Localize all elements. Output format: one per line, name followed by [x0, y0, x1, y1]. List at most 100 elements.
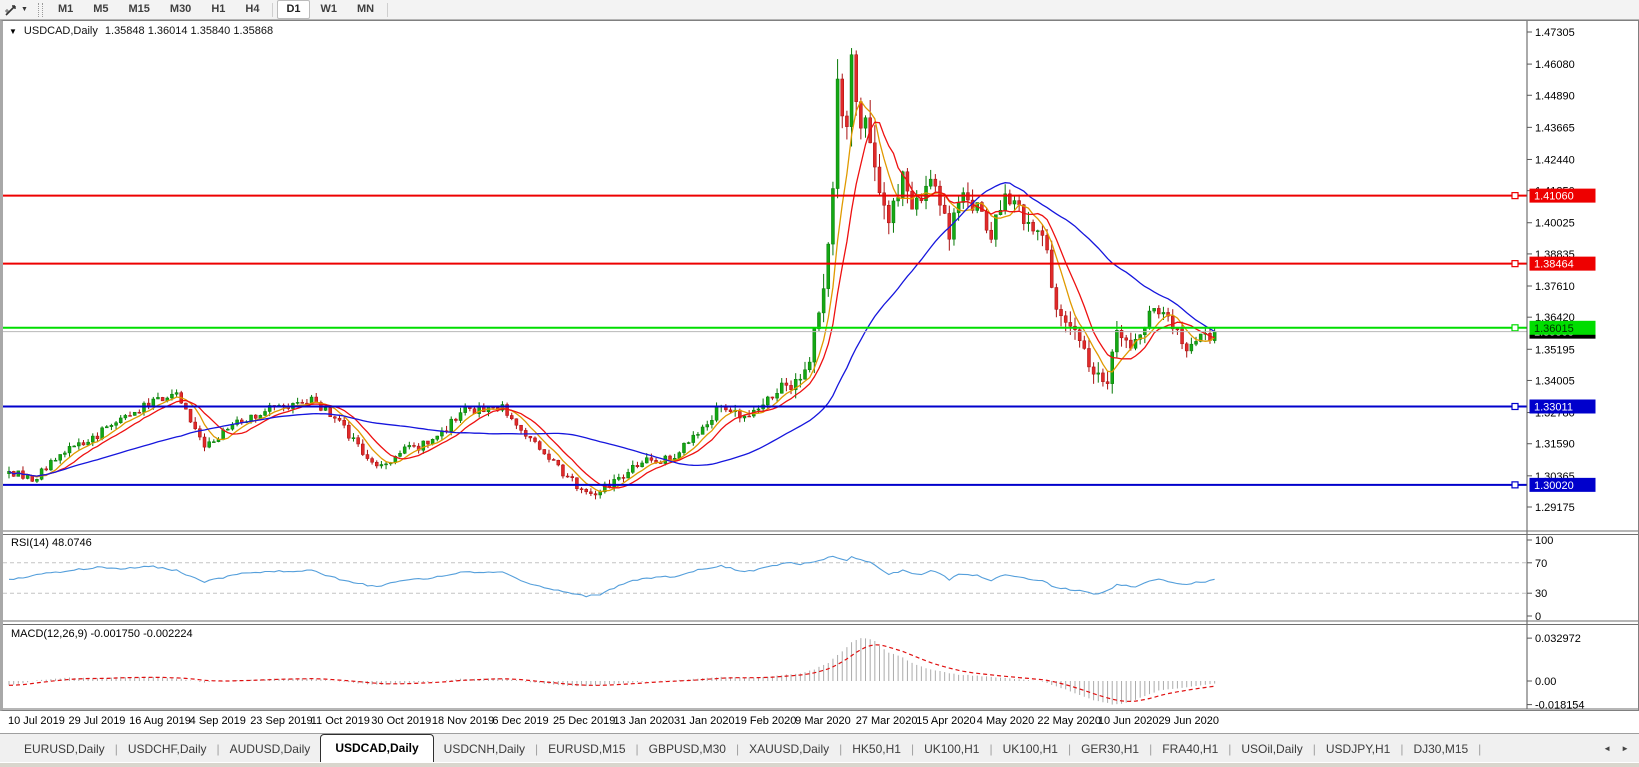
macd-indicator-label: MACD(12,26,9) -0.001750 -0.002224: [11, 628, 193, 640]
rsi-plot: 100 70 30 0: [3, 535, 1553, 623]
tab-separator: |: [735, 742, 740, 756]
macd-plot: [8, 638, 1216, 705]
chart-tab-eurusd-m15[interactable]: EURUSD,M15: [548, 742, 626, 756]
status-bar: [0, 762, 1639, 767]
toolbar-drag-handle[interactable]: [37, 2, 43, 17]
date-label: 22 May 2020: [1037, 715, 1101, 727]
timeframe-buttons: M1 M5 M15 M30 H1 H4 D1 W1 MN: [48, 0, 391, 19]
tab-separator: |: [1312, 742, 1316, 756]
chart-tab-usdjpy-h1[interactable]: USDJPY,H1: [1325, 742, 1391, 756]
macd-axis: 0.032972 0.00 -0.018154: [1527, 633, 1585, 710]
chart-tab-usdcnh-daily[interactable]: USDCNH,Daily: [443, 742, 526, 756]
rsi-value: 48.0746: [51, 537, 92, 549]
timeframe-button-m15[interactable]: M15: [128, 3, 150, 15]
date-label: 15 Apr 2020: [916, 715, 976, 727]
svg-text:1.41060: 1.41060: [1534, 191, 1574, 203]
tab-separator: |: [635, 742, 639, 756]
rsi-name: RSI(14): [11, 537, 49, 549]
svg-text:1.36015: 1.36015: [1534, 323, 1574, 335]
timeframe-button-mn[interactable]: MN: [357, 3, 375, 15]
window-menu-icon[interactable]: ▼: [9, 26, 17, 36]
date-label: 27 Mar 2020: [855, 715, 918, 727]
date-label: 10 Jul 2019: [8, 715, 65, 727]
chart-tab-usdchf-daily[interactable]: USDCHF,Daily: [127, 742, 207, 756]
chart-tab-dj30-m15[interactable]: DJ30,M15: [1413, 742, 1469, 756]
tab-separator: |: [1478, 742, 1482, 756]
tab-separator: |: [1067, 742, 1072, 756]
chart-tabs: EURUSD,Daily | USDCHF,Daily | AUDUSD,Daily US…: [0, 734, 1593, 762]
svg-text:1.42440: 1.42440: [1535, 154, 1575, 166]
timeframe-button-w1[interactable]: W1: [320, 3, 338, 15]
tab-separator: |: [216, 742, 220, 756]
timeframe-button-m1[interactable]: M1: [57, 3, 74, 15]
chart-tab-uk100-h1[interactable]: UK100,H1: [1002, 742, 1058, 756]
tab-separator: |: [535, 742, 539, 756]
date-label: 9 Mar 2020: [795, 715, 851, 727]
tab-scroll-arrows: ◄ ►: [1593, 734, 1639, 762]
chart-tab-hk50-h1[interactable]: HK50,H1: [852, 742, 901, 756]
chart-tab-usdcad-daily[interactable]: USDCAD,Daily: [320, 734, 434, 762]
timeframe-button-h4[interactable]: H4: [245, 3, 260, 15]
date-label: 10 Jun 2020: [1097, 715, 1159, 727]
toolbar-separator: [272, 2, 274, 17]
chart-tab-ger30-h1[interactable]: GER30,H1: [1081, 742, 1140, 756]
chart-symbol-label: USDCAD,Daily: [23, 25, 98, 37]
svg-text:1.37610: 1.37610: [1535, 281, 1575, 293]
svg-text:1.46080: 1.46080: [1535, 59, 1575, 71]
timeframe-button-m30[interactable]: M30: [169, 3, 192, 15]
svg-text:100: 100: [1535, 535, 1553, 547]
chart-tab-uk100-h1[interactable]: UK100,H1: [924, 742, 980, 756]
chart-tab-usoil-daily[interactable]: USOil,Daily: [1241, 742, 1303, 756]
rsi-indicator-label: RSI(14) 48.0746: [11, 537, 92, 549]
svg-text:70: 70: [1535, 558, 1547, 570]
timeframe-button-d1[interactable]: D1: [277, 0, 310, 19]
price-axis: 1.473051.460801.448901.436651.424401.412…: [1526, 21, 1596, 709]
date-label: 6 Dec 2019: [492, 715, 549, 727]
svg-text:30: 30: [1535, 588, 1547, 600]
panel-separators[interactable]: [3, 530, 1638, 710]
date-label: 29 Jul 2019: [68, 715, 126, 727]
tool-dropdown-icon[interactable]: ▼: [21, 6, 28, 13]
date-label: 29 Jun 2020: [1158, 715, 1219, 727]
macd-values: -0.001750 -0.002224: [90, 628, 193, 640]
timeframe-button-m5[interactable]: M5: [93, 3, 109, 15]
date-label: 16 Aug 2019: [129, 715, 191, 727]
chart-title: ▼ USDCAD,Daily 1.35848 1.36014 1.35840 1…: [9, 25, 273, 37]
time-axis: 10 Jul 2019 29 Jul 2019 16 Aug 2019 4 Sep 2…: [0, 711, 1639, 733]
chart-tab-fra40-h1[interactable]: FRA40,H1: [1162, 742, 1219, 756]
date-label: 30 Oct 2019: [371, 715, 432, 727]
date-label: 18 Nov 2019: [431, 715, 495, 727]
toolbar-separator: [387, 2, 389, 17]
date-label: 19 Feb 2020: [734, 715, 797, 727]
tab-separator: |: [1149, 742, 1153, 756]
tab-separator: |: [989, 742, 993, 756]
date-label: 23 Sep 2019: [250, 715, 313, 727]
svg-text:1.35195: 1.35195: [1535, 344, 1575, 356]
date-label: 4 May 2020: [976, 715, 1035, 727]
chart-window: 1.473051.460801.448901.436651.424401.412…: [0, 20, 1639, 711]
chart-canvas[interactable]: 1.473051.460801.448901.436651.424401.412…: [3, 21, 1638, 710]
tab-scroll-left-icon[interactable]: ◄: [1603, 743, 1612, 753]
chart-tab-eurusd-daily[interactable]: EURUSD,Daily: [24, 742, 105, 756]
svg-text:0: 0: [1535, 611, 1541, 623]
svg-text:1.44890: 1.44890: [1535, 90, 1575, 102]
chart-tab-audusd-daily[interactable]: AUDUSD,Daily: [229, 742, 311, 756]
svg-text:0.00: 0.00: [1535, 676, 1556, 688]
timeframe-button-h1[interactable]: H1: [211, 3, 226, 15]
tab-scroll-right-icon[interactable]: ►: [1621, 743, 1629, 753]
chart-tab-gbpusd-m30[interactable]: GBPUSD,M30: [648, 742, 726, 756]
tab-separator: |: [1228, 742, 1232, 756]
crosshair-tool-icon[interactable]: [2, 2, 20, 18]
svg-text:0.032972: 0.032972: [1535, 633, 1581, 645]
svg-text:-0.018154: -0.018154: [1535, 700, 1585, 710]
macd-name: MACD(12,26,9): [11, 628, 88, 640]
moving-average-lines: [8, 99, 1215, 493]
candles-group: [7, 48, 1217, 500]
pointer-tool-group: ▼: [0, 0, 36, 19]
chart-tab-xauusd-daily[interactable]: XAUUSD,Daily: [749, 742, 830, 756]
svg-text:1.31590: 1.31590: [1535, 439, 1575, 451]
svg-text:1.38464: 1.38464: [1534, 259, 1574, 271]
tab-separator: |: [1400, 742, 1404, 756]
svg-text:1.30020: 1.30020: [1534, 480, 1574, 492]
